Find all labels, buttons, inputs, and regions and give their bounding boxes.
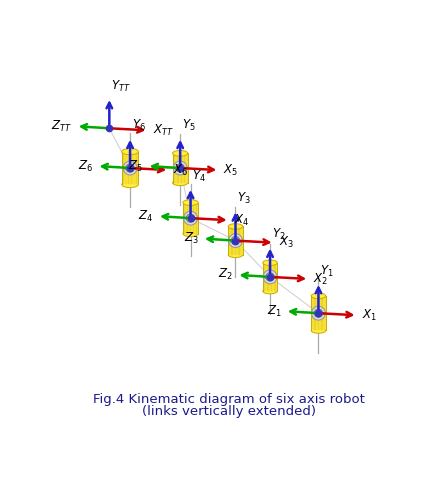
Text: $Y_{2}$: $Y_{2}$ — [272, 227, 285, 243]
Circle shape — [311, 306, 326, 320]
Text: Fig.4 Kinematic diagram of six axis robot: Fig.4 Kinematic diagram of six axis robo… — [93, 393, 364, 406]
Bar — [122, 152, 138, 184]
Bar — [183, 203, 198, 234]
Text: $Y_{3}$: $Y_{3}$ — [237, 191, 251, 206]
Text: $X_{TT}$: $X_{TT}$ — [153, 123, 173, 138]
Text: $Z_{TT}$: $Z_{TT}$ — [51, 119, 72, 134]
Text: (links vertically extended): (links vertically extended) — [141, 405, 316, 418]
Ellipse shape — [228, 252, 243, 257]
Ellipse shape — [311, 328, 326, 333]
Ellipse shape — [263, 288, 277, 294]
Circle shape — [231, 237, 240, 245]
Text: $Z_{2}$: $Z_{2}$ — [218, 267, 233, 282]
Ellipse shape — [183, 200, 198, 205]
Text: $Z_{4}$: $Z_{4}$ — [139, 209, 153, 224]
Text: $Y_{TT}$: $Y_{TT}$ — [111, 79, 131, 94]
Circle shape — [266, 273, 274, 281]
Ellipse shape — [183, 231, 198, 237]
Circle shape — [184, 211, 198, 225]
Ellipse shape — [173, 180, 188, 185]
Text: $X_{2}$: $X_{2}$ — [313, 271, 328, 287]
Bar — [263, 263, 277, 291]
Ellipse shape — [228, 224, 243, 229]
Circle shape — [229, 234, 243, 248]
Circle shape — [123, 161, 137, 175]
Circle shape — [314, 309, 322, 318]
Text: $X_{5}$: $X_{5}$ — [223, 163, 239, 177]
Text: $Z_{5}$: $Z_{5}$ — [128, 159, 143, 173]
Text: $Y_{4}$: $Y_{4}$ — [192, 168, 206, 183]
Text: $Z_{3}$: $Z_{3}$ — [184, 231, 198, 246]
Circle shape — [186, 214, 195, 222]
Bar — [173, 154, 188, 183]
Ellipse shape — [173, 151, 188, 156]
Text: $Y_{6}$: $Y_{6}$ — [132, 118, 146, 134]
Text: $X_{6}$: $X_{6}$ — [173, 163, 189, 177]
Circle shape — [173, 161, 187, 175]
Ellipse shape — [122, 149, 138, 155]
Ellipse shape — [311, 293, 326, 299]
Circle shape — [176, 164, 184, 172]
Text: $X_{3}$: $X_{3}$ — [279, 235, 294, 250]
Bar — [311, 296, 326, 331]
Text: $X_{4}$: $X_{4}$ — [234, 213, 249, 228]
Text: $Z_{1}$: $Z_{1}$ — [267, 304, 281, 319]
Text: $Y_{5}$: $Y_{5}$ — [182, 118, 196, 134]
Circle shape — [126, 164, 134, 172]
Text: $Y_{1}$: $Y_{1}$ — [320, 263, 334, 279]
Text: $X_{1}$: $X_{1}$ — [362, 308, 377, 323]
Ellipse shape — [122, 181, 138, 187]
Text: $Z_{6}$: $Z_{6}$ — [78, 159, 93, 173]
Bar — [228, 227, 243, 255]
Circle shape — [263, 270, 277, 284]
Ellipse shape — [263, 260, 277, 265]
